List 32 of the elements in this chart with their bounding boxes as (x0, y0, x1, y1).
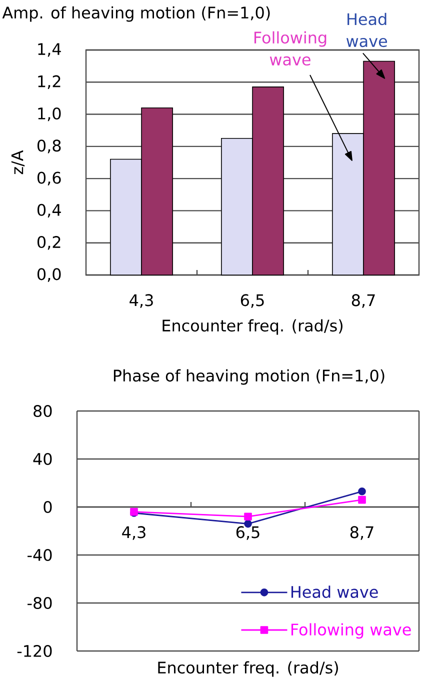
y-tick-label: 0,8 (37, 140, 61, 154)
text: Following wave (254, 31, 326, 66)
x-tick-label: 4,3 (130, 294, 153, 308)
y-tick-label: 0 (44, 500, 52, 514)
y-tick-label: 1,4 (38, 43, 61, 57)
legend-label: Head wave (291, 586, 378, 598)
y-tick-label: 0,6 (37, 172, 61, 186)
y-tick-label: 1,2 (38, 75, 60, 89)
y-tick-label: 1,0 (38, 107, 61, 122)
legend-label: Following wave (291, 623, 411, 639)
chart-title: Amp. of heaving motion (Fn=1,0) (2, 6, 270, 22)
y-axis-title: z/A (11, 150, 25, 174)
series-label: Head wave (346, 12, 388, 48)
x-tick-label: 6,5 (236, 526, 260, 540)
y-tick-label: -80 (28, 596, 52, 610)
x-axis-title: Encounter freq. (rad/s) (158, 661, 338, 677)
y-tick-label: 80 (34, 404, 52, 418)
y-tick-label: -120 (17, 644, 52, 658)
x-tick-label: 4,3 (122, 526, 146, 540)
point (358, 488, 366, 496)
y-tick-label: 40 (33, 452, 52, 466)
x-tick-label: 6,5 (240, 294, 264, 308)
y-tick-label: 0,0 (37, 268, 61, 282)
y-tick-label: 0,2 (37, 236, 60, 250)
x-tick-label: 8,7 (352, 294, 375, 308)
y-tick-label: -40 (28, 548, 52, 562)
point (244, 512, 252, 520)
y-tick-label: 0,4 (37, 204, 61, 218)
point (358, 496, 366, 504)
x-tick-label: 8,7 (350, 526, 374, 540)
chart-title: Phase of heaving motion (Fn=1,0) (114, 369, 384, 385)
x-axis-title: Encounter freq. (rad/s) (162, 319, 342, 335)
